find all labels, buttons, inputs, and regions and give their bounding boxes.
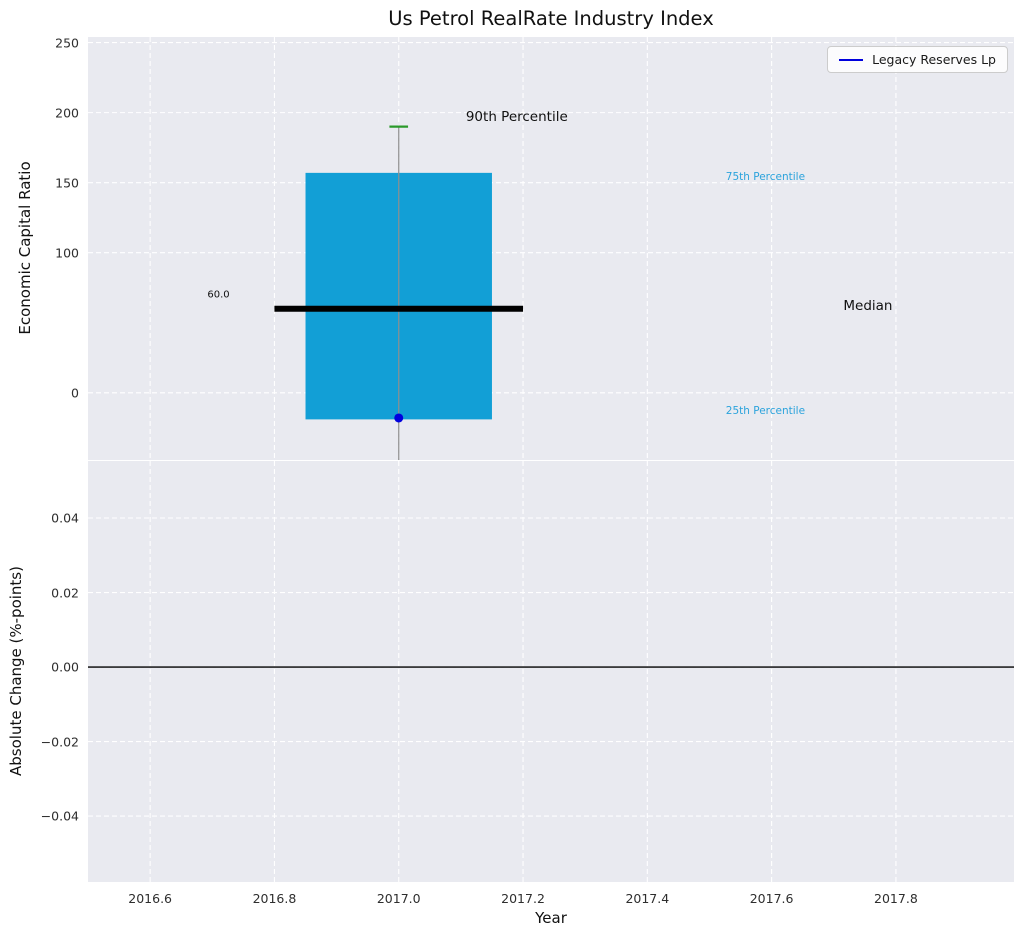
bottom-axes-background bbox=[88, 461, 1014, 882]
y-axis-label-top: Economic Capital Ratio bbox=[16, 161, 34, 335]
annotation-90th-percentile: 90th Percentile bbox=[465, 108, 568, 125]
annotation-median: Median bbox=[843, 297, 893, 314]
x-tick-label: 2016.6 bbox=[128, 891, 173, 906]
y-tick-label-bottom: −0.02 bbox=[40, 734, 79, 750]
x-tick-label: 2017.0 bbox=[376, 891, 421, 906]
y-tick-label-bottom: 0.02 bbox=[51, 585, 79, 601]
x-tick-label: 2017.6 bbox=[749, 891, 794, 906]
x-tick-label: 2017.2 bbox=[501, 891, 545, 906]
legend-line-sample bbox=[839, 58, 864, 61]
y-tick-label-top: 250 bbox=[55, 35, 79, 51]
y-tick-label-bottom: 0.04 bbox=[51, 510, 79, 526]
y-tick-label-bottom: −0.04 bbox=[40, 808, 79, 824]
y-tick-label-bottom: 0.00 bbox=[51, 659, 79, 675]
legend: Legacy Reserves Lp bbox=[827, 46, 1008, 73]
legend-label: Legacy Reserves Lp bbox=[872, 52, 996, 67]
x-tick-label: 2017.4 bbox=[625, 891, 670, 906]
y-tick-label-top: 150 bbox=[55, 175, 79, 191]
y-tick-label-top: 100 bbox=[55, 245, 79, 261]
x-tick-label: 2017.8 bbox=[874, 891, 918, 906]
y-axis-label-bottom: Absolute Change (%-points) bbox=[7, 566, 25, 776]
top-axes-background bbox=[88, 37, 1014, 460]
chart-title: Us Petrol RealRate Industry Index bbox=[388, 7, 714, 30]
annotation-60-0: 60.0 bbox=[207, 289, 230, 301]
annotation-75th-percentile: 75th Percentile bbox=[725, 171, 806, 184]
x-tick-label: 2016.8 bbox=[252, 891, 297, 906]
x-axis-label: Year bbox=[535, 909, 567, 927]
y-tick-label-top: 0 bbox=[71, 385, 79, 401]
company-point-marker bbox=[394, 413, 404, 423]
y-tick-label-top: 200 bbox=[55, 105, 79, 121]
annotation-25th-percentile: 25th Percentile bbox=[725, 404, 806, 417]
